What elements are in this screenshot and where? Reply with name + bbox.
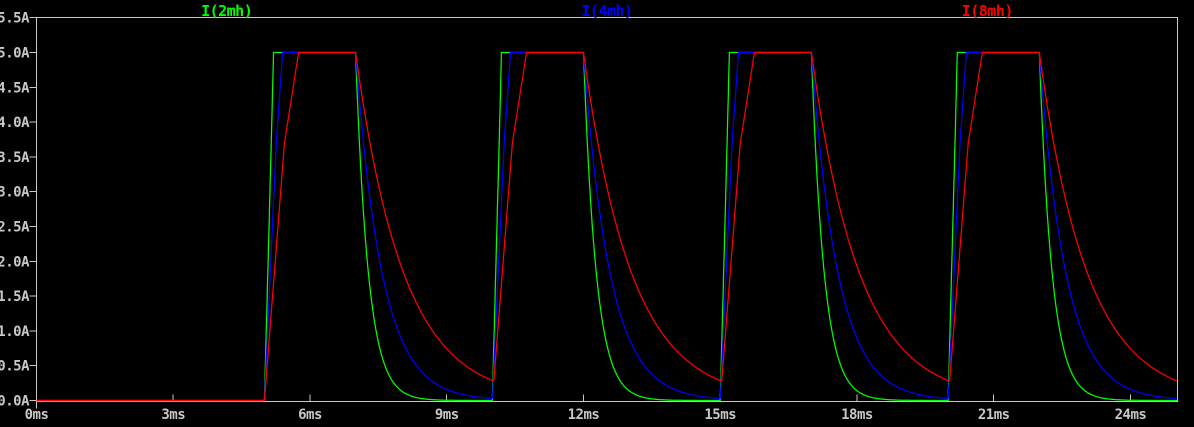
plot-border [36,17,1178,402]
x-tick-label: 9ms [435,407,459,423]
axes [29,17,1178,409]
y-tick-label: 1.0A [0,324,30,340]
x-tick-label: 6ms [298,407,322,423]
trace-i8mh [36,51,1178,402]
y-tick-label: 3.5A [0,150,30,166]
y-tick-label: 4.5A [0,80,30,96]
y-tick-label: 2.0A [0,254,30,270]
y-tick-label: 4.0A [0,115,30,131]
y-tick-label: 1.5A [0,289,30,305]
x-tick-label: 21ms [978,407,1010,423]
legend: I(2mh) I(4mh) I(8mh) [201,2,1013,20]
y-tick-label: 5.0A [0,46,30,62]
y-tick-label: 0.0A [0,394,30,410]
y-tick-label: 5.5A [0,11,30,27]
x-tick-label: 15ms [704,407,736,423]
y-tick-label: 3.0A [0,185,30,201]
x-tick-label: 3ms [161,407,185,423]
traces [36,51,1178,402]
y-tick-label: 0.5A [0,359,30,375]
x-tick-label: 0ms [25,407,49,423]
legend-label-i8mh[interactable]: I(8mh) [962,2,1014,20]
x-tick-label: 12ms [568,407,600,423]
y-axis-labels: 0.0A 0.5A 1.0A 1.5A 2.0A 2.5A 3.0A 3.5A 4.0A 4.5A… [0,11,31,410]
trace-i4mh [36,51,1178,402]
x-axis-labels: 0ms 3ms 6ms 9ms 12ms 15ms 18ms 21ms 24ms [25,407,1147,423]
x-tick-label: 18ms [841,407,873,423]
x-tick-label: 24ms [1115,407,1147,423]
legend-label-i4mh[interactable]: I(4mh) [581,2,633,20]
y-tick-label: 2.5A [0,220,30,236]
legend-label-i2mh[interactable]: I(2mh) [201,2,253,20]
trace-i2mh [36,51,1178,402]
